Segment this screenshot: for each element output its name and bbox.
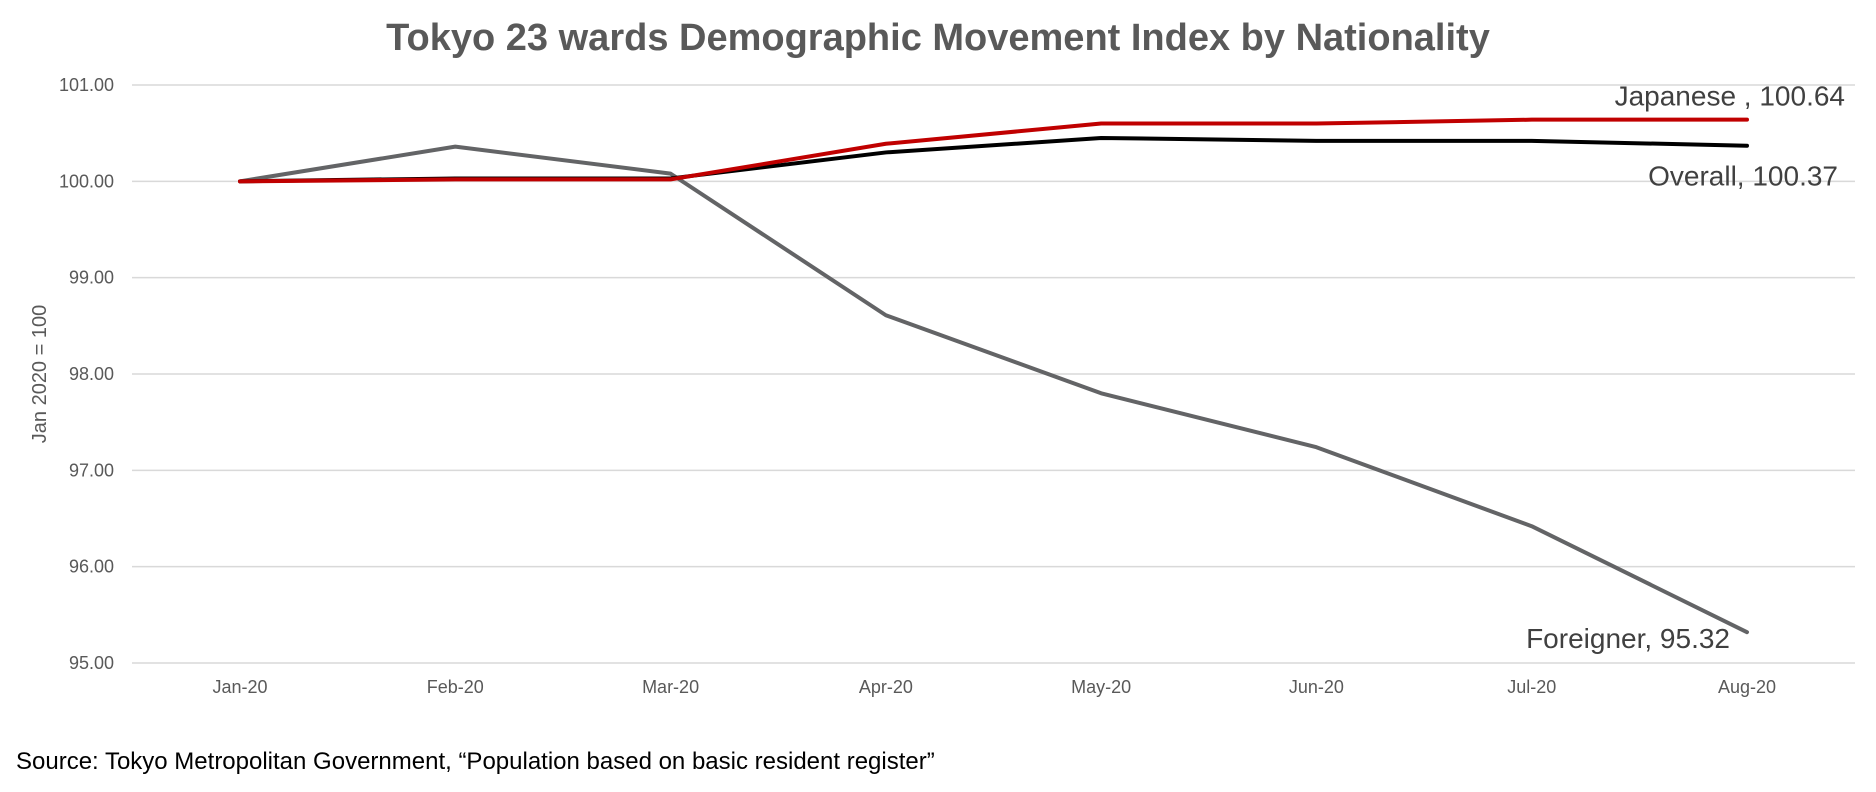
end-label-japanese: Japanese , 100.64	[1615, 81, 1845, 112]
x-tick-label: May-20	[1071, 677, 1131, 697]
y-axis-label: Jan 2020 = 100	[29, 305, 51, 443]
y-axis-ticks: 95.00 96.00 97.00 98.00 99.00 100.00 101.00	[59, 75, 114, 673]
end-label-foreigner: Foreigner, 95.32	[1526, 623, 1730, 654]
series-lines	[238, 117, 1749, 635]
series-line-overall	[238, 135, 1749, 184]
series-end-labels: Foreigner, 95.32 Overall, 100.37 Japanese …	[1526, 81, 1845, 654]
gridlines	[132, 84, 1855, 664]
y-tick-label: 99.00	[69, 268, 114, 288]
y-tick-label: 98.00	[69, 364, 114, 384]
x-tick-label: Jul-20	[1507, 677, 1556, 697]
x-tick-label: Aug-20	[1718, 677, 1776, 697]
chart-title: Tokyo 23 wards Demographic Movement Inde…	[386, 17, 1490, 59]
end-label-overall: Overall, 100.37	[1648, 161, 1838, 192]
y-tick-label: 100.00	[59, 171, 114, 191]
x-tick-label: Feb-20	[427, 677, 484, 697]
x-tick-label: Mar-20	[642, 677, 699, 697]
y-tick-label: 97.00	[69, 460, 114, 480]
y-tick-label: 95.00	[69, 653, 114, 673]
source-note: Source: Tokyo Metropolitan Government, “…	[16, 748, 935, 775]
series-line-japanese	[238, 117, 1749, 184]
y-tick-label: 101.00	[59, 75, 114, 95]
x-tick-label: Jun-20	[1289, 677, 1344, 697]
x-axis-ticks: Jan-20 Feb-20 Mar-20 Apr-20 May-20 Jun-20 Jul-…	[212, 677, 1776, 697]
x-tick-label: Jan-20	[212, 677, 267, 697]
x-tick-label: Apr-20	[859, 677, 913, 697]
series-line-foreigner	[238, 144, 1749, 635]
y-tick-label: 96.00	[69, 557, 114, 577]
